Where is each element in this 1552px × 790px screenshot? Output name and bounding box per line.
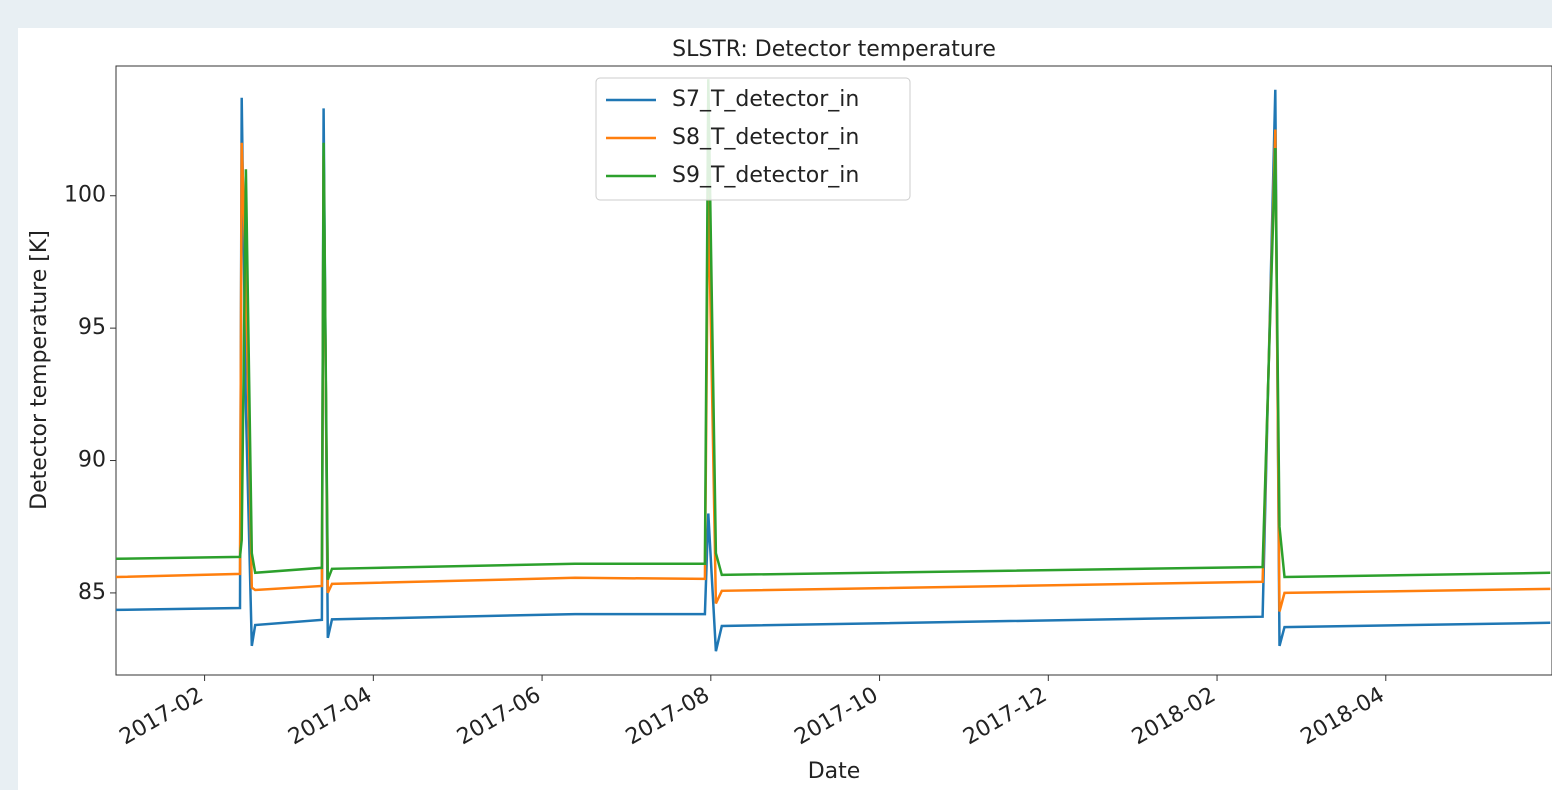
legend-label: S9_T_detector_in	[672, 163, 859, 188]
series-line	[116, 79, 1551, 581]
y-tick-label: 100	[64, 183, 106, 208]
y-tick-label: 90	[78, 448, 106, 473]
series-layer	[116, 79, 1551, 652]
y-tick-label: 85	[78, 580, 106, 605]
legend-box	[595, 77, 911, 201]
legend-label: S8_T_detector_in	[672, 125, 859, 150]
chart-title: SLSTR: Detector temperature	[672, 37, 996, 62]
y-tick-label: 95	[78, 315, 106, 340]
x-axis-label: Date	[808, 759, 861, 784]
y-axis-label: Detector temperature [K]	[27, 230, 52, 510]
legend-label: S7_T_detector_in	[672, 87, 859, 112]
